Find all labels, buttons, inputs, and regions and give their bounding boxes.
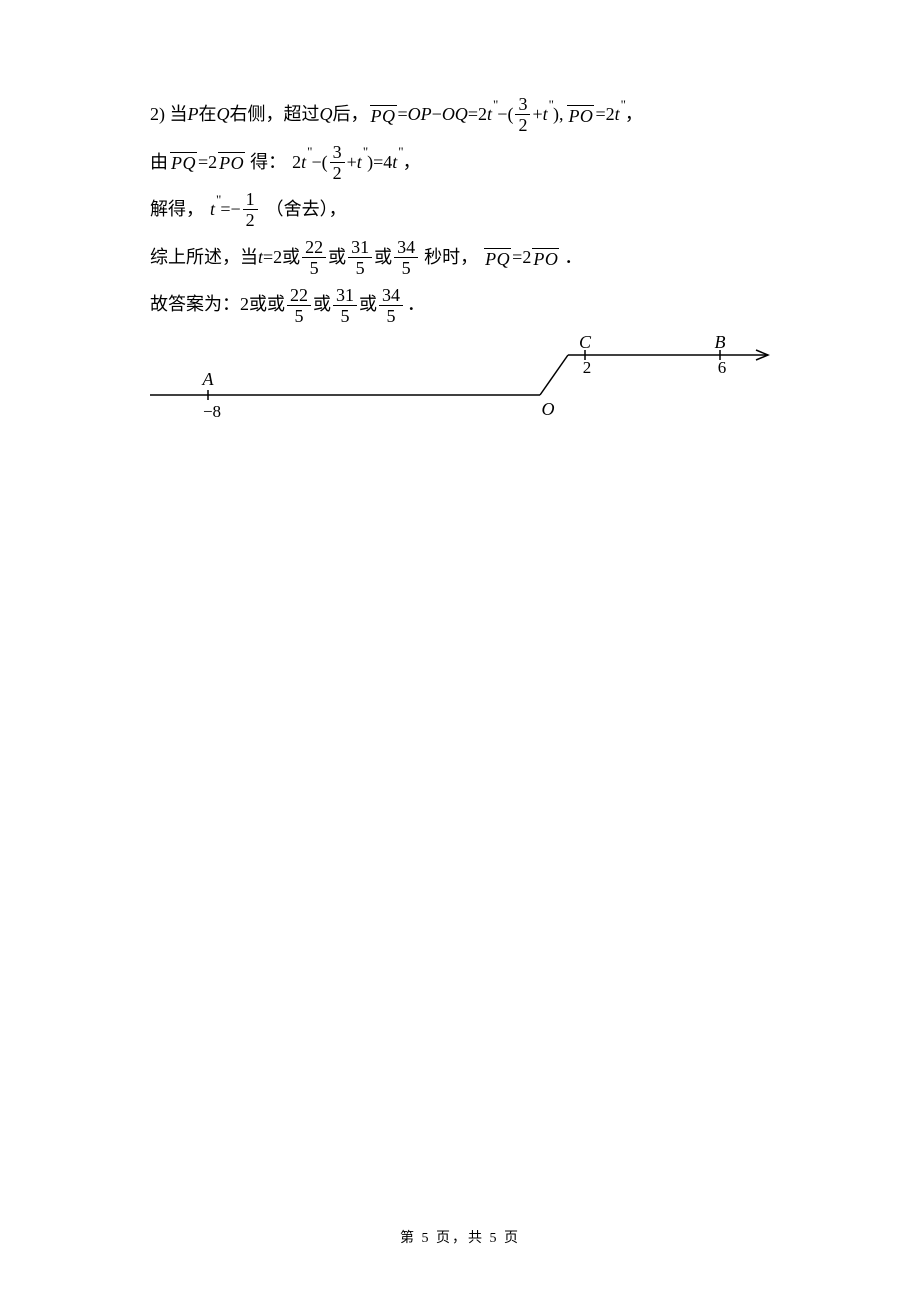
dprime: " xyxy=(363,138,368,167)
bar-PQ: PQ xyxy=(370,105,397,125)
frac-34-5: 345 xyxy=(394,238,418,277)
dprime: " xyxy=(549,91,554,120)
frac-31-5: 315 xyxy=(348,238,372,277)
four: 4 xyxy=(383,143,392,183)
or: 或 xyxy=(313,285,331,325)
text: 由 xyxy=(150,143,168,183)
lpar: ( xyxy=(322,143,328,183)
frac-22-5: 225 xyxy=(302,238,326,277)
bar-PQ: PQ xyxy=(484,248,511,268)
line-1: 2) 当 P 在 Q 右侧，超过 Q 后， PQ = OP − OQ = 2t"… xyxy=(150,95,775,135)
dprime: " xyxy=(621,91,626,120)
dprime: " xyxy=(216,186,221,215)
frac-22-5: 225 xyxy=(287,286,311,325)
dprime: " xyxy=(307,138,312,167)
eq: = xyxy=(220,190,230,230)
text: 解得， xyxy=(150,190,204,230)
svg-text:A: A xyxy=(202,369,215,389)
frac-3-2: 32 xyxy=(515,95,530,134)
var-t: t xyxy=(301,143,306,183)
text: 得： xyxy=(250,143,286,183)
frac-1-2: 12 xyxy=(243,190,258,229)
var-Q: Q xyxy=(217,95,230,135)
var-t: t xyxy=(543,95,548,135)
text: 右侧，超过 xyxy=(230,95,320,135)
two: 2 xyxy=(240,285,249,325)
two: 2 xyxy=(522,238,531,278)
svg-text:B: B xyxy=(715,333,726,352)
minus: − xyxy=(432,95,442,135)
or: 或 xyxy=(359,285,377,325)
var-t: t xyxy=(615,95,620,135)
bar-PO: PO xyxy=(532,248,559,268)
text: 后， xyxy=(333,95,369,135)
var-t: t xyxy=(357,143,362,183)
var-Q: Q xyxy=(320,95,333,135)
two: 2 xyxy=(208,143,217,183)
var-t: t xyxy=(392,143,397,183)
number-line-diagram: A C B O −8 2 6 xyxy=(150,333,775,423)
eq: = xyxy=(468,95,478,135)
lpar: ( xyxy=(507,95,513,135)
svg-text:−8: −8 xyxy=(203,402,221,421)
neg: − xyxy=(230,190,240,230)
var-P: P xyxy=(188,95,199,135)
line-4: 综上所述，当 t = 2 或 225 或 315 或 345 秒时， PQ = … xyxy=(150,238,775,278)
line-2: 由 PQ = 2 PO 得： 2t" − ( 32 + t" ) = 4t" ， xyxy=(150,143,775,183)
eq: = xyxy=(595,95,605,135)
two: 2 xyxy=(606,95,615,135)
minus: − xyxy=(311,143,321,183)
plus: + xyxy=(347,143,357,183)
var-t: t xyxy=(487,95,492,135)
frac-31-5: 315 xyxy=(333,286,357,325)
text: 综上所述，当 xyxy=(150,238,258,278)
minus: − xyxy=(497,95,507,135)
footer-text: 第 5 页，共 5 页 xyxy=(400,1231,520,1246)
text: （舍去）， xyxy=(266,190,347,230)
bar-PO: PO xyxy=(567,105,594,125)
or: 或 xyxy=(374,238,392,278)
two: 2 xyxy=(292,143,301,183)
svg-text:C: C xyxy=(579,333,592,352)
svg-text:2: 2 xyxy=(583,358,592,377)
two: 2 xyxy=(478,95,487,135)
bar-PO: PO xyxy=(218,152,245,172)
text: 2) 当 xyxy=(150,95,188,135)
comma-cn: ， xyxy=(403,143,421,183)
text: 在 xyxy=(199,95,217,135)
line-3: 解得， t" = − 12 （舍去）， xyxy=(150,190,775,230)
or: 或 xyxy=(328,238,346,278)
comma: , xyxy=(559,95,564,135)
eq: = xyxy=(373,143,383,183)
page-footer: 第 5 页，共 5 页 xyxy=(0,1227,920,1247)
or: 或 xyxy=(282,238,300,278)
frac-3-2: 32 xyxy=(330,143,345,182)
or-or: 或或 xyxy=(249,285,285,325)
comma-cn: ， xyxy=(625,95,643,135)
eq: = xyxy=(512,238,522,278)
dprime: " xyxy=(493,91,498,120)
period: ． xyxy=(564,238,582,278)
line-5: 故答案为： 2 或或 225 或 315 或 345 ． xyxy=(150,285,775,325)
text: 秒时， xyxy=(424,238,478,278)
two: 2 xyxy=(273,238,282,278)
eq: = xyxy=(398,95,408,135)
var-t: t xyxy=(210,190,215,230)
var-OQ: OQ xyxy=(442,95,468,135)
svg-text:6: 6 xyxy=(718,358,727,377)
period: ． xyxy=(407,285,425,325)
eq: = xyxy=(198,143,208,183)
bar-PQ: PQ xyxy=(170,152,197,172)
text: 故答案为： xyxy=(150,285,240,325)
dprime: " xyxy=(398,138,403,167)
frac-34-5: 345 xyxy=(379,286,403,325)
plus: + xyxy=(532,95,542,135)
eq: = xyxy=(263,238,273,278)
svg-text:O: O xyxy=(542,399,555,419)
var-OP: OP xyxy=(408,95,432,135)
